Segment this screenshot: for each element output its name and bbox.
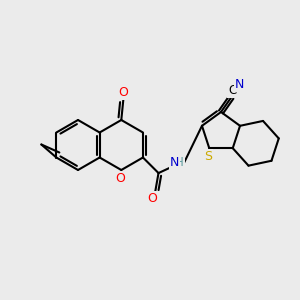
Text: H: H: [175, 156, 184, 169]
Text: O: O: [118, 85, 128, 98]
Text: O: O: [147, 192, 157, 205]
Text: N: N: [170, 156, 179, 169]
Text: C: C: [228, 84, 236, 97]
Text: O: O: [116, 172, 125, 184]
Text: S: S: [204, 150, 212, 163]
Text: N: N: [235, 78, 244, 91]
